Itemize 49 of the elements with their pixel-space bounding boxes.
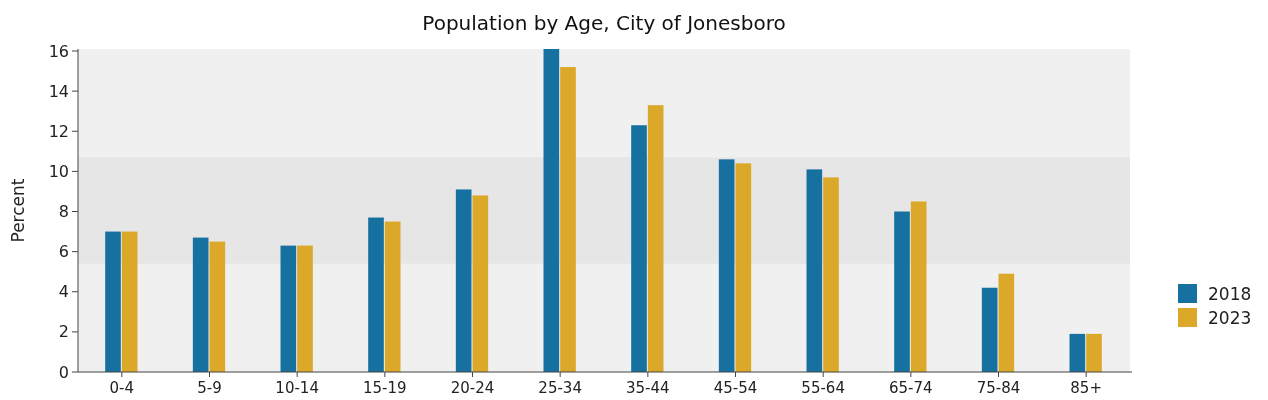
bar	[647, 105, 664, 372]
y-tick-label: 4	[58, 282, 69, 302]
x-tick-label: 35-44	[626, 379, 670, 397]
bar	[981, 287, 998, 372]
bar	[209, 241, 226, 372]
bar	[718, 159, 735, 372]
x-tick-label: 45-54	[713, 379, 758, 397]
bar	[998, 273, 1015, 372]
bar	[631, 125, 647, 372]
y-tick-label: 16	[48, 41, 69, 61]
y-tick-label: 0	[58, 362, 69, 382]
bar	[192, 237, 209, 372]
bar	[1069, 333, 1086, 372]
bar	[806, 169, 823, 372]
legend-label: 2023	[1208, 308, 1252, 328]
x-tick-label: 65-74	[889, 379, 933, 397]
y-tick-label: 6	[58, 242, 69, 262]
bar	[560, 67, 576, 372]
legend-label: 2018	[1208, 284, 1252, 304]
x-tick-label: 20-24	[450, 379, 495, 397]
bar	[368, 217, 384, 372]
x-tick-label: 15-19	[363, 379, 407, 397]
bar	[823, 177, 839, 372]
y-tick-label: 8	[58, 202, 69, 222]
x-tick-label: 0-4	[109, 379, 135, 397]
bar	[121, 231, 138, 372]
bar	[280, 245, 297, 372]
y-tick-label: 2	[58, 322, 69, 342]
bar	[105, 231, 121, 372]
x-tick-label: 85+	[1070, 379, 1102, 397]
bar	[894, 211, 910, 372]
bar	[455, 189, 472, 372]
bar	[735, 163, 752, 372]
bar	[472, 195, 489, 372]
bar	[1086, 333, 1102, 372]
chart-title: Population by Age, City of Jonesboro	[422, 11, 786, 35]
x-tick-label: 5-9	[197, 379, 222, 397]
x-tick-label: 75-84	[976, 379, 1021, 397]
bar	[384, 221, 401, 372]
bar	[543, 49, 560, 372]
x-tick-label: 25-34	[538, 379, 582, 397]
x-tick-label: 55-64	[801, 379, 845, 397]
y-tick-label: 14	[48, 81, 69, 101]
x-tick-label: 10-14	[275, 379, 319, 397]
y-tick-label: 12	[48, 121, 69, 141]
bar	[297, 245, 313, 372]
y-tick-label: 10	[48, 161, 69, 181]
y-axis-title: Percent	[8, 178, 28, 243]
bar	[910, 201, 927, 372]
